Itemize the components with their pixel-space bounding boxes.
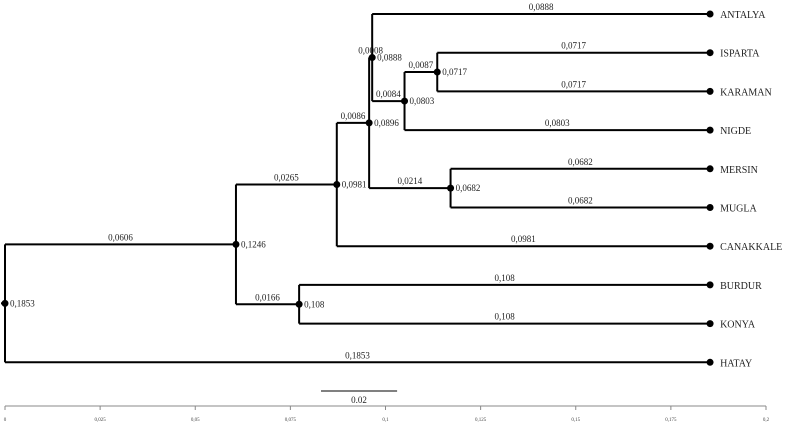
node-label: 0,0888 [377,53,402,63]
node-dot [368,54,376,62]
tick-label: 0,125 [475,418,487,423]
branch-label: 0,0682 [568,196,593,206]
tick-label: 0,1 [382,418,389,423]
leaf-label: KONYA [720,320,756,331]
branch-label: 0,0166 [255,292,280,302]
branch-label: 0,0606 [108,232,133,242]
branch-label: 0,0981 [511,234,536,244]
leaf-dot [706,204,714,211]
leaf-dot [706,126,714,134]
leaf-label: ANTALYA [720,10,766,21]
leaf-label: CANAKKALE [720,242,782,253]
branch-label: 0,1853 [345,350,370,360]
node-dot [1,299,9,307]
branch-label: 0,0087 [409,60,434,70]
leaf-dot [706,49,714,57]
branch-label: 0,108 [494,312,515,322]
branch-label: 0,0008 [358,46,383,56]
node-dot [447,184,455,192]
node-label: 0,1853 [10,298,35,308]
node-dot [365,119,373,127]
leaf-dot [706,320,714,328]
leaf-label: MERSIN [720,165,758,176]
leaf-dot [706,10,714,18]
node-label: 0,0896 [374,118,399,128]
tick-label: 0 [4,418,7,423]
tick-label: 0,025 [95,418,107,423]
leaf-label: ISPARTA [720,49,760,60]
node-dot [333,181,341,189]
node-label: 0,0803 [410,96,435,106]
branch-label: 0,0214 [397,176,422,186]
leaf-label: NIGDE [720,126,751,137]
tick-label: 0,075 [285,418,297,423]
branch-label: 0,0086 [341,111,366,121]
leaf-dot [706,87,714,95]
tick-label: 0,05 [191,418,200,423]
node-dot [295,300,303,308]
leaf-label: HATAY [720,358,752,369]
tick-label: 0,2 [763,418,770,423]
branch-label: 0,0682 [568,157,593,167]
scale-bar-label: 0.02 [351,395,367,405]
branch-label: 0,0084 [376,89,401,99]
branch-label: 0,0265 [274,173,299,183]
node-dot [401,97,409,105]
leaf-dot [706,358,714,366]
leaf-dot [706,165,714,173]
leaf-label: MUGLA [720,204,757,215]
branch-label: 0,0888 [529,2,554,12]
tick-label: 0,175 [665,418,677,423]
node-label: 0,0981 [342,180,367,190]
leaf-label: BURDUR [720,281,762,292]
node-label: 0,0717 [442,67,467,77]
leaf-dot [706,281,714,289]
leaf-dot [706,242,714,250]
branch-label: 0,108 [494,273,515,283]
leaf-label: KARAMAN [720,87,772,98]
node-dot [433,68,441,76]
branch-label: 0,0717 [561,41,586,51]
node-label: 0,108 [304,299,325,309]
branch-label: 0,0717 [561,79,586,89]
node-label: 0,1246 [241,239,266,249]
node-label: 0,0682 [456,183,481,193]
node-dot [232,240,240,248]
branch-label: 0,0803 [545,118,570,128]
tick-label: 0,15 [571,418,580,423]
